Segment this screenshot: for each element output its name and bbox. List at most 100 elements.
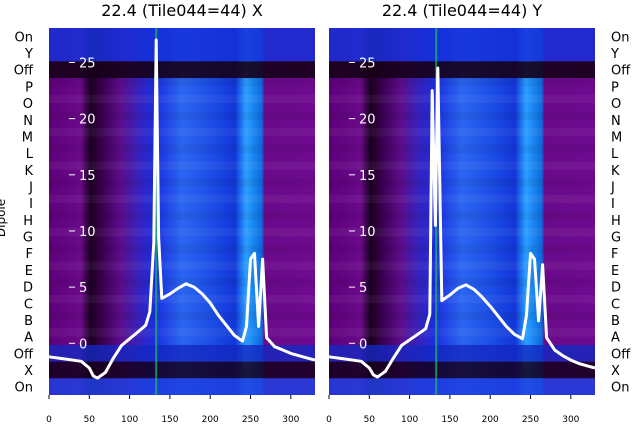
heatmap-row-off-bottom	[329, 344, 595, 362]
heatmap-row-stripe	[49, 261, 315, 270]
heatmap-row-stripe	[49, 211, 315, 220]
dipole-label-right: D	[611, 281, 621, 296]
heatmap-row-stripe	[329, 111, 595, 120]
heatmap-row-stripe	[329, 194, 595, 204]
overlay-ytick-label: 0	[79, 337, 87, 352]
heatmap-row-stripe	[329, 261, 595, 270]
dipole-label-right: C	[611, 297, 620, 312]
overlay-ytick-label: 15	[79, 169, 96, 184]
dipole-label-left: L	[26, 147, 34, 162]
dipole-label-left: D	[23, 281, 33, 296]
heatmap-row-stripe	[49, 111, 315, 120]
dipole-label-right: L	[611, 147, 619, 162]
dipole-label-left: J	[28, 180, 33, 195]
y-axis-label: Dipole	[0, 199, 8, 237]
x-tick-label: 250	[522, 415, 539, 425]
overlay-ytick-label: 5	[79, 281, 87, 296]
overlay-ytick-label: 15	[359, 169, 376, 184]
dipole-label-left: C	[24, 297, 33, 312]
dipole-label-right: G	[611, 231, 621, 246]
heatmap-row-stripe	[49, 94, 315, 104]
heatmap-row-stripe	[49, 278, 315, 287]
dipole-label-right: On	[611, 381, 629, 396]
heatmap-body	[49, 28, 315, 395]
x-tick-label: 0	[46, 415, 52, 425]
overlay-line-x	[48, 38, 316, 380]
overlay-ytick-label: 5	[359, 281, 367, 296]
heatmap-row-stripe	[329, 128, 595, 137]
dipole-label-right: Y	[610, 47, 619, 62]
chart-title-x: 22.4 (Tile044=44) X	[101, 1, 263, 20]
heatmap-body	[329, 28, 595, 395]
heatmap-row-top	[329, 28, 595, 62]
dipole-label-right: Off	[611, 347, 631, 362]
dipole-label-right: N	[611, 114, 621, 129]
overlay-ytick-label: 10	[359, 225, 376, 240]
chart-title-y: 22.4 (Tile044=44) Y	[382, 1, 543, 20]
heatmap-row-off-top	[49, 61, 315, 79]
dipole-label-right: M	[611, 130, 622, 145]
overlay-ytick-label: 25	[79, 56, 96, 71]
dipole-label-right: F	[611, 247, 618, 262]
heatmap-row-x	[329, 361, 595, 379]
dipole-label-right: A	[611, 331, 620, 346]
heatmap-row-stripe	[329, 211, 595, 220]
dipole-label-left: Off	[14, 64, 34, 79]
dipole-label-right: X	[611, 364, 620, 379]
heatmap-row-stripe	[329, 144, 595, 154]
heatmap-row-off-top	[329, 61, 595, 79]
x-tick-label: 100	[401, 415, 418, 425]
dipole-label-left: X	[24, 364, 33, 379]
dipole-label-left: B	[24, 314, 33, 329]
overlay-ytick-label: 25	[359, 56, 376, 71]
dipole-label-right: P	[611, 80, 619, 95]
dipole-label-right: O	[611, 97, 621, 112]
heatmap-row-stripe	[329, 78, 595, 87]
x-tick-label: 150	[441, 415, 458, 425]
heatmap-row-stripe	[49, 128, 315, 137]
x-tick-label: 200	[482, 415, 499, 425]
heatmap-row-stripe	[329, 278, 595, 287]
heatmap-row-stripe	[329, 228, 595, 237]
dipole-label-right: K	[611, 164, 620, 179]
heatmap-row-stripe	[49, 311, 315, 320]
x-tick-label: 100	[121, 415, 138, 425]
dipole-label-left: Y	[24, 47, 33, 62]
heatmap-row-stripe	[329, 244, 595, 254]
heatmap-bright-column	[155, 28, 158, 395]
dipole-label-right: J	[610, 180, 615, 195]
x-tick-label: 150	[161, 415, 178, 425]
dipole-label-left: E	[25, 264, 33, 279]
dipole-label-right: E	[611, 264, 619, 279]
x-tick-label: 50	[364, 415, 376, 425]
heatmap-row-stripe	[49, 328, 315, 337]
heatmap-row-stripe	[329, 311, 595, 320]
heatmap-row-stripe	[329, 178, 595, 187]
overlay-ytick-label: 20	[79, 113, 96, 128]
overlay-ytick-label: 0	[359, 337, 367, 352]
dipole-label-left: H	[23, 214, 33, 229]
heatmap-row-stripe	[49, 78, 315, 87]
heatmap-row-stripe	[49, 228, 315, 237]
heatmap-row-stripe	[49, 244, 315, 254]
heatmap-row-x	[49, 361, 315, 379]
dipole-label-left: On	[15, 381, 33, 396]
dipole-label-left: Off	[14, 347, 34, 362]
dipole-label-left: I	[29, 197, 33, 212]
dipole-label-left: On	[15, 30, 33, 45]
dipole-label-right: H	[611, 214, 621, 229]
heatmap-row-top	[49, 28, 315, 62]
heatmap-row-stripe	[329, 328, 595, 337]
dipole-label-right: Off	[611, 64, 631, 79]
dipole-label-left: G	[23, 231, 33, 246]
dipole-label-right: B	[611, 314, 620, 329]
dipole-label-left: M	[22, 130, 33, 145]
overlay-ytick-label: 20	[359, 113, 376, 128]
heatmap-row-stripe	[49, 161, 315, 170]
heatmap-row-on-bottom	[49, 378, 315, 395]
dipole-label-left: O	[23, 97, 33, 112]
x-tick-label: 200	[202, 415, 219, 425]
